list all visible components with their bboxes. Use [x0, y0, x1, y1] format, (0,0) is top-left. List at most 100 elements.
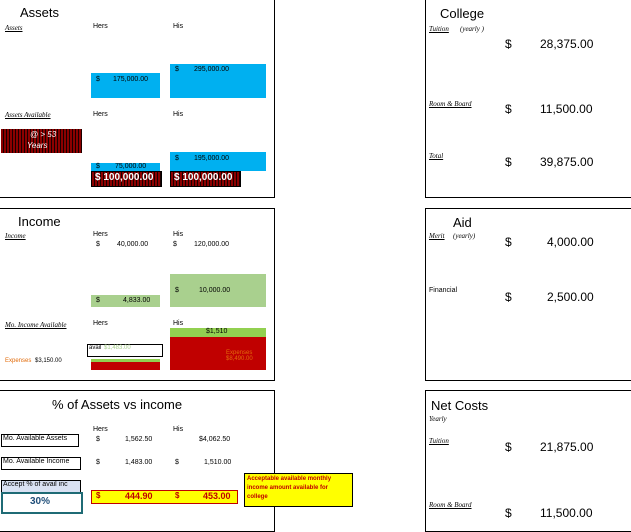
- his-income-bar: [170, 274, 266, 307]
- net-costs-panel: Net Costs Yearly Tuition $ 21,875.00 Roo…: [425, 390, 631, 532]
- income-title: Income: [18, 214, 61, 229]
- hers-mo-income-currency: $: [96, 459, 100, 466]
- financial-currency: $: [505, 290, 512, 304]
- percent-value: 30%: [30, 496, 51, 507]
- his-income-value: 120,000.00: [194, 241, 230, 248]
- ratio-panel: % of Assets vs income Hers His Mo. Avail…: [0, 390, 353, 532]
- mo-assets-label: Mo. Available Assets: [3, 435, 68, 442]
- financial-value: 2,500.00: [547, 290, 594, 304]
- assets-panel: Assets Assets Hers His $ 175,000.00 $ 29…: [0, 0, 275, 198]
- hers-assets-value: 175,000.00: [113, 76, 149, 83]
- income-his-label2: His: [173, 320, 184, 327]
- his-accept-value: 453.00: [203, 491, 231, 501]
- his-expenses-bar: [170, 337, 266, 370]
- merit-currency: $: [505, 235, 512, 249]
- net-tuition-currency: $: [505, 440, 512, 454]
- total-currency: $: [505, 155, 512, 169]
- room-board-label: Room & Board: [429, 100, 472, 108]
- assets-label: Assets: [5, 24, 23, 32]
- merit-value: 4,000.00: [547, 235, 594, 249]
- aid-title: Aid: [453, 215, 472, 230]
- note-text: Acceptable available monthly income amou…: [247, 476, 332, 500]
- mo-income-label-box: [1, 457, 81, 470]
- ratio-title: % of Assets vs income: [52, 397, 183, 412]
- income-panel: Income Income Hers His $ 40,000.00 $ 120…: [0, 208, 275, 381]
- percent-input[interactable]: [1, 492, 83, 514]
- net-tuition-value: 21,875.00: [540, 440, 594, 454]
- his-reserve-value: $ 100,000.00: [174, 172, 233, 183]
- his-bar-value: 10,000.00: [199, 287, 231, 294]
- hers-bar-value: 4,833.00: [123, 297, 151, 304]
- assets-hers-label2: Hers: [93, 111, 108, 118]
- aid-panel: Aid Merit (yearly) $ 4,000.00 Financial …: [425, 208, 631, 381]
- tuition-value: 28,375.00: [540, 37, 594, 51]
- mo-assets-label-box: [1, 434, 79, 447]
- hers-accept-value: 444.90: [125, 491, 153, 501]
- hers-income-currency: $: [96, 241, 100, 248]
- his-reserve-box: [170, 171, 241, 187]
- his-income-currency: $: [173, 241, 177, 248]
- hers-assets-bar: [91, 73, 160, 98]
- hers-bar-currency: $: [96, 297, 100, 304]
- tuition-currency: $: [505, 37, 512, 51]
- hers-assets-currency: $: [96, 76, 100, 83]
- his-avail-currency: $: [175, 155, 179, 162]
- hers-avail-bar: [91, 163, 160, 171]
- note-box: [244, 473, 353, 507]
- total-label: Total: [429, 152, 444, 160]
- assets-hers-label: Hers: [93, 23, 108, 30]
- net-room-label: Room & Board: [429, 501, 472, 509]
- net-tuition-label: Tuition: [429, 437, 449, 445]
- hers-avail-box: [87, 344, 163, 357]
- hers-expenses-label: Expenses: [5, 358, 32, 364]
- hers-avail-bar: [91, 359, 160, 362]
- his-assets-currency: $: [175, 66, 179, 73]
- hers-accept-currency: $: [96, 491, 101, 500]
- college-title: College: [440, 6, 485, 21]
- ratio-his-label: His: [173, 426, 184, 433]
- hers-expenses-value: $3,150.00: [35, 358, 62, 364]
- income-his-label: His: [173, 231, 184, 238]
- tuition-yearly: (yearly ): [460, 25, 484, 33]
- income-hers-label2: Hers: [93, 320, 108, 327]
- hers-avail-value: 75,000.00: [115, 163, 147, 170]
- age-badge-line2: Years: [27, 141, 48, 150]
- his-bar-currency: $: [175, 287, 179, 294]
- assets-his-label: His: [173, 23, 184, 30]
- his-assets-bar: [170, 64, 266, 98]
- his-assets-value: 295,000.00: [194, 66, 230, 73]
- ratio-hers-label: Hers: [93, 426, 108, 433]
- his-mo-assets-value: $4,062.50: [199, 436, 231, 443]
- net-room-value: 11,500.00: [540, 506, 593, 520]
- mo-income-available-label: Mo. Income Available: [5, 321, 67, 329]
- hers-reserve-box: [91, 171, 162, 187]
- hers-reserve-value: $ 100,000.00: [95, 172, 154, 183]
- hers-avail-value: $1,483.00: [104, 345, 131, 351]
- accept-row: [91, 490, 238, 504]
- net-room-currency: $: [505, 506, 512, 520]
- assets-his-label2: His: [173, 111, 184, 118]
- his-accept-currency: $: [175, 491, 180, 500]
- assets-title: Assets: [20, 5, 60, 20]
- his-avail-bar: [170, 152, 266, 171]
- hers-mo-income-value: 1,483.00: [125, 459, 153, 466]
- his-mo-income-value: 1,510.00: [204, 459, 232, 466]
- merit-yearly: (yearly): [453, 232, 476, 240]
- college-panel: College Tuition (yearly ) $ 28,375.00 Ro…: [425, 0, 631, 198]
- assets-available-label: Assets Available: [5, 111, 51, 119]
- age-badge: [1, 129, 82, 153]
- age-badge-line1: @ > 53: [30, 130, 57, 139]
- financial-label: Financial: [429, 287, 458, 294]
- room-value: 11,500.00: [540, 102, 593, 116]
- room-currency: $: [505, 102, 512, 116]
- hers-mo-assets-currency: $: [96, 436, 100, 443]
- net-costs-title: Net Costs: [431, 398, 489, 413]
- net-yearly: Yearly: [429, 415, 447, 423]
- his-expenses-label: Expenses $8,490.00: [226, 350, 253, 362]
- his-mo-income-currency: $: [175, 459, 179, 466]
- hers-expenses-bar: [91, 362, 160, 370]
- total-value: 39,875.00: [540, 155, 594, 169]
- hers-mo-assets-value: 1,562.50: [125, 436, 153, 443]
- hers-avail-prefix: avail: [89, 345, 102, 351]
- his-avail-bar: [170, 328, 266, 337]
